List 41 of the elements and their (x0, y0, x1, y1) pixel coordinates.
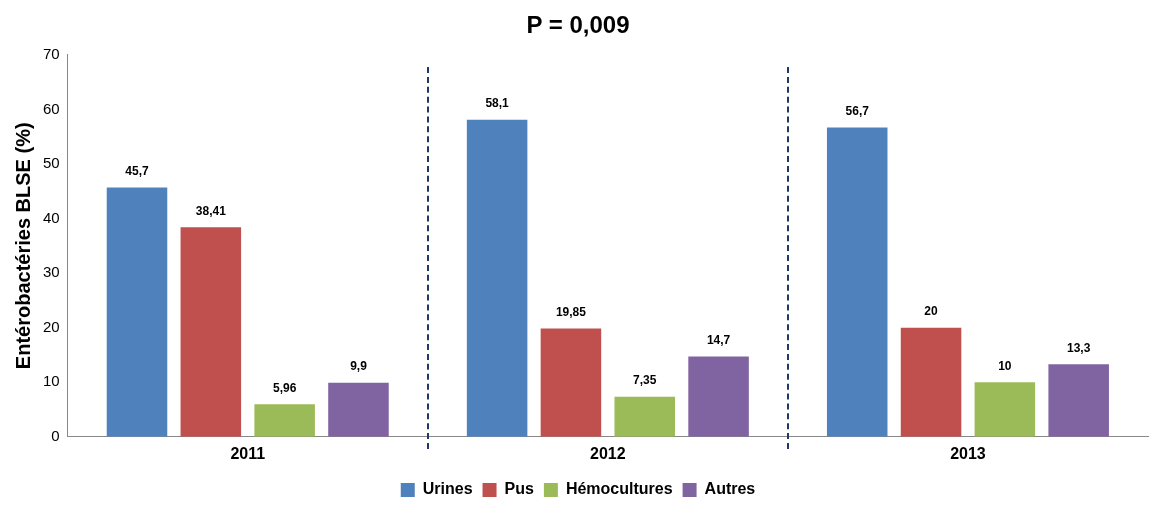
data-label: 58,1 (485, 96, 510, 111)
y-tick-label: 40 (43, 208, 60, 226)
bar (466, 119, 528, 437)
legend-label: Pus (504, 480, 534, 498)
bar (826, 127, 888, 437)
bar (1048, 364, 1109, 437)
y-tick-label: 10 (43, 372, 60, 390)
bar (328, 382, 389, 437)
bar (540, 328, 602, 437)
data-label: 10 (998, 358, 1012, 373)
x-tick-label: 2012 (590, 444, 626, 462)
y-tick-label: 20 (43, 317, 60, 335)
y-tick-label: 60 (43, 99, 60, 117)
data-label: 19,85 (555, 304, 587, 319)
data-label: 7,35 (633, 373, 657, 387)
data-label: 38,41 (195, 203, 227, 218)
bar (106, 187, 168, 437)
legend-label: Urines (422, 480, 473, 498)
legend-label: Hémocultures (565, 480, 673, 498)
x-tick-label: 2013 (950, 444, 986, 462)
data-label: 5,96 (272, 380, 297, 395)
data-label: 45,7 (125, 163, 150, 178)
y-tick-label: 70 (43, 44, 60, 62)
data-label: 13,3 (1067, 340, 1091, 355)
y-tick-label: 50 (43, 154, 60, 172)
x-tick-label: 2011 (230, 444, 266, 462)
data-label: 9,9 (350, 359, 368, 374)
legend-label: Autres (704, 480, 756, 498)
bar (900, 327, 962, 437)
chart-title: P = 0,009 (526, 11, 630, 39)
y-axis-title: Entérobactéries BLSE (%) (11, 122, 34, 370)
data-label: 14,7 (706, 332, 731, 347)
data-label: 20 (924, 303, 939, 318)
data-label: 56,7 (845, 103, 870, 118)
bar (614, 396, 676, 437)
y-tick-label: 30 (43, 263, 60, 281)
bar (254, 404, 315, 437)
bar (180, 227, 242, 437)
y-tick-label: 0 (51, 426, 60, 444)
bar (974, 382, 1036, 437)
bar (688, 356, 749, 437)
